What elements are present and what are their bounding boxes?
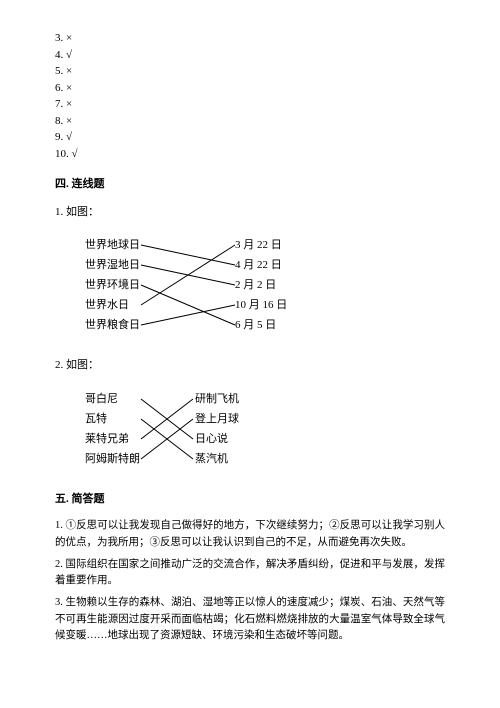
answer-row: 3. × [55, 30, 445, 47]
match-left-item: 阿姆斯特朗 [85, 449, 140, 469]
answer-row: 5. × [55, 63, 445, 80]
match-right-item: 4 月 22 日 [235, 255, 287, 275]
answer-num: 3. [55, 32, 63, 44]
match-right-item: 10 月 16 日 [235, 295, 287, 315]
answer-mark: × [66, 82, 72, 94]
answer-num: 8. [55, 115, 63, 127]
match-left-item: 世界环境日 [85, 275, 140, 295]
matching-right-column: 3 月 22 日 4 月 22 日 2 月 2 日 10 月 16 日 6 月 … [235, 235, 287, 335]
answer-mark: × [66, 115, 72, 127]
answer-mark: √ [72, 148, 78, 160]
answer-num: 7. [55, 98, 63, 110]
match-left-item: 莱特兄弟 [85, 429, 140, 449]
match-right-item: 登上月球 [195, 409, 239, 429]
answer-row: 6. × [55, 80, 445, 97]
match-right-item: 2 月 2 日 [235, 275, 287, 295]
q2-label: 2. 如图： [55, 357, 445, 375]
short-answer-2: 2. 国际组织在国家之间推动广泛的交流合作，解决矛盾纠纷，促进和平与发展，发挥着… [55, 557, 445, 590]
answer-mark: × [66, 32, 72, 44]
answer-num: 5. [55, 65, 63, 77]
matching-left-column: 哥白尼 瓦特 莱特兄弟 阿姆斯特朗 [85, 389, 140, 469]
match-right-item: 3 月 22 日 [235, 235, 287, 255]
short-answer-1: 1. ①反思可以让我发现自己做得好的地方，下次继续努力；②反思可以让我学习别人的… [55, 518, 445, 551]
section-4-heading: 四. 连线题 [55, 176, 445, 194]
match-left-item: 世界地球日 [85, 235, 140, 255]
short-answer-3: 3. 生物赖以生存的森林、湖泊、湿地等正以惊人的速度减少；煤炭、石油、天然气等不… [55, 595, 445, 644]
answer-mark: × [66, 98, 72, 110]
section-5-heading: 五. 简答题 [55, 491, 445, 509]
matching-diagram-2: 哥白尼 瓦特 莱特兄弟 阿姆斯特朗 研制飞机 登上月球 日心说 蒸汽机 [85, 389, 445, 469]
matching-right-column: 研制飞机 登上月球 日心说 蒸汽机 [195, 389, 239, 469]
answer-num: 9. [55, 131, 63, 143]
match-right-item: 日心说 [195, 429, 239, 449]
matching-diagram-1: 世界地球日 世界湿地日 世界环境日 世界水日 世界粮食日 3 月 22 日 4 … [85, 235, 445, 335]
answer-row: 4. √ [55, 47, 445, 64]
match-left-item: 哥白尼 [85, 389, 140, 409]
true-false-answers: 3. × 4. √ 5. × 6. × 7. × 8. × 9. √ 10. √ [55, 30, 445, 162]
match-right-item: 蒸汽机 [195, 449, 239, 469]
q1-label: 1. 如图： [55, 204, 445, 222]
match-left-item: 世界湿地日 [85, 255, 140, 275]
answer-row: 7. × [55, 96, 445, 113]
matching-left-column: 世界地球日 世界湿地日 世界环境日 世界水日 世界粮食日 [85, 235, 140, 335]
answer-num: 10. [55, 148, 69, 160]
answer-mark: √ [66, 131, 72, 143]
answer-num: 6. [55, 82, 63, 94]
answer-row: 10. √ [55, 146, 445, 163]
answer-mark: × [66, 65, 72, 77]
match-left-item: 世界水日 [85, 295, 140, 315]
answer-num: 4. [55, 49, 63, 61]
match-right-item: 研制飞机 [195, 389, 239, 409]
match-right-item: 6 月 5 日 [235, 315, 287, 335]
answer-row: 8. × [55, 113, 445, 130]
answer-row: 9. √ [55, 129, 445, 146]
match-left-item: 世界粮食日 [85, 315, 140, 335]
answer-mark: √ [66, 49, 72, 61]
match-left-item: 瓦特 [85, 409, 140, 429]
